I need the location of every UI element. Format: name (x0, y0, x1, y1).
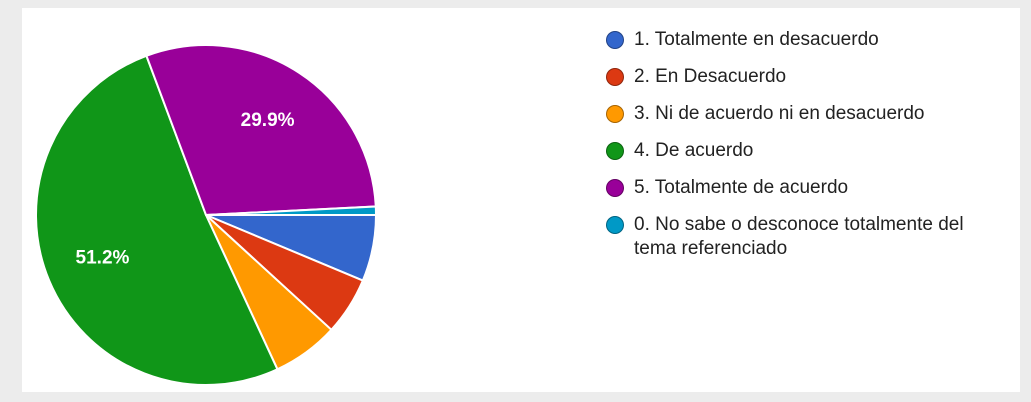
slice-label: 51.2% (76, 247, 130, 268)
legend-label: 3. Ni de acuerdo ni en desacuerdo (634, 103, 925, 124)
pie-slice (145, 44, 377, 217)
legend-label: 4. De acuerdo (634, 140, 754, 161)
slice-label: 29.9% (241, 110, 295, 131)
legend-item: 3. Ni de acuerdo ni en desacuerdo (606, 102, 1006, 126)
legend-label: 1. Totalmente en desacuerdo (634, 29, 879, 50)
legend-label: 0. No sabe o desconoce totalmente del te… (634, 214, 964, 259)
legend-item: 5. Totalmente de acuerdo (606, 176, 1006, 200)
legend-swatch (606, 68, 624, 86)
legend-label: 2. En Desacuerdo (634, 66, 787, 87)
legend-swatch (606, 142, 624, 160)
legend-item: 1. Totalmente en desacuerdo (606, 28, 1006, 52)
legend-swatch (606, 216, 624, 234)
legend-swatch (606, 179, 624, 197)
legend: 1. Totalmente en desacuerdo 2. En Desacue… (606, 28, 1006, 274)
pie-slice (35, 54, 279, 386)
legend-label: 5. Totalmente de acuerdo (634, 177, 849, 198)
pie-slice (205, 205, 378, 216)
legend-swatch (606, 105, 624, 123)
legend-item: 4. De acuerdo (606, 139, 1006, 163)
legend-item: 0. No sabe o desconoce totalmente del te… (606, 213, 1006, 261)
legend-item: 2. En Desacuerdo (606, 65, 1006, 89)
legend-swatch (606, 31, 624, 49)
